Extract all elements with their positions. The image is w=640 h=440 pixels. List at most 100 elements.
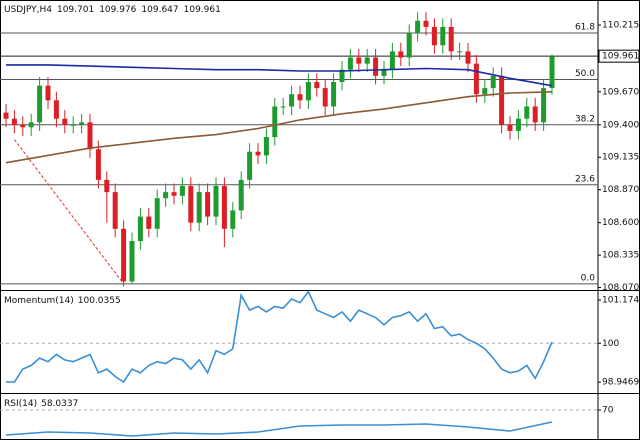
candle-body: [37, 85, 43, 123]
fib-label: 23.6: [575, 174, 595, 184]
candle-body: [305, 81, 311, 101]
candle-body: [373, 57, 379, 76]
trendline: [14, 139, 124, 285]
candle-body: [87, 122, 93, 150]
last-price-box: [598, 49, 640, 63]
candle-body: [515, 118, 521, 131]
candle-body: [11, 118, 17, 125]
candle-body: [532, 106, 538, 123]
y-tick-label: 109.400: [602, 120, 639, 130]
candle-body: [406, 33, 412, 58]
y-tick-label: 108.070: [602, 283, 639, 293]
candle-body: [457, 51, 463, 53]
y-tick-label: 100: [602, 339, 619, 349]
y-tick-label: 108.600: [602, 218, 639, 228]
candle-body: [121, 228, 127, 282]
candle-body: [541, 88, 547, 123]
indicator-line: [6, 64, 553, 87]
y-tick-label: 70: [602, 406, 614, 416]
candle-body: [205, 192, 211, 217]
candle-body: [482, 88, 488, 95]
candle-body: [289, 94, 295, 107]
candle-body: [255, 151, 261, 156]
y-tick-label: 109.670: [602, 87, 639, 97]
candle-body: [104, 179, 110, 193]
candle-body: [28, 122, 34, 128]
indicator-value: 100.0355: [78, 296, 121, 306]
y-tick-label: 108.870: [602, 185, 639, 195]
candle-body: [490, 75, 496, 89]
header-value: 109.701: [57, 5, 94, 15]
header: USDJPY,H4 109.701 109.976 109.647 109.961: [4, 5, 221, 15]
pane-title: Momentum(14) 100.0355: [4, 296, 121, 306]
candle-body: [171, 192, 177, 196]
candle-body: [247, 151, 253, 180]
candle-body: [95, 149, 101, 180]
candle-body: [112, 192, 118, 229]
candle-body: [322, 88, 328, 107]
pane-title: RSI(14) 58.0337: [4, 399, 78, 409]
candle-body: [473, 63, 479, 95]
candle-body: [507, 124, 513, 131]
candle-body: [297, 94, 303, 101]
candle-body: [549, 56, 555, 88]
candle-body: [347, 57, 353, 70]
candle-body: [314, 81, 320, 89]
candle-body: [70, 124, 76, 126]
candle-body: [381, 69, 387, 76]
candle-body: [137, 216, 143, 242]
candle-body: [331, 81, 337, 107]
indicator-name: RSI(14): [4, 399, 37, 409]
candle-body: [423, 20, 429, 27]
candle-body: [238, 179, 244, 211]
fib-label: 0.0: [581, 273, 596, 283]
candle-body: [389, 51, 395, 70]
candle-body: [280, 106, 286, 108]
candle-body: [62, 118, 68, 125]
candle-body: [356, 57, 362, 64]
candle-body: [230, 210, 236, 229]
header-value: 109.961: [184, 5, 221, 15]
candle-body: [263, 137, 269, 156]
header-value: 109.647: [141, 5, 178, 15]
last-price-label: 109.961: [602, 52, 639, 62]
candle-body: [20, 124, 26, 128]
fib-label: 50.0: [575, 69, 595, 79]
indicator-line: [5, 421, 553, 437]
indicator-line: [6, 290, 553, 384]
candle-body: [196, 192, 202, 223]
header-value: 109.976: [99, 5, 136, 15]
candle-body: [272, 106, 278, 138]
candle-body: [213, 185, 219, 217]
y-tick-label: 108.335: [602, 251, 639, 261]
candle-body: [398, 51, 404, 58]
indicator-value: 58.0337: [41, 399, 78, 409]
indicator-line: [5, 91, 553, 164]
candle-body: [3, 112, 9, 119]
candle-body: [146, 216, 152, 229]
fib-label: 38.2: [575, 114, 595, 124]
y-tick-label: 101.1746: [602, 295, 640, 305]
y-tick-label: 98.9469: [602, 378, 639, 388]
candle-body: [163, 192, 169, 199]
candle-body: [499, 75, 505, 125]
candle-body: [339, 69, 345, 82]
candle-body: [364, 57, 370, 64]
candle-body: [45, 85, 51, 101]
candle-body: [415, 20, 421, 34]
candle-body: [440, 26, 446, 46]
candle-body: [524, 106, 530, 119]
indicator-name: Momentum(14): [4, 296, 74, 306]
candle-body: [179, 185, 185, 196]
candle-body: [154, 198, 160, 229]
candle-body: [129, 241, 135, 282]
fib-label: 61.8: [575, 23, 595, 33]
candle-body: [465, 51, 471, 64]
candle-body: [431, 26, 437, 46]
header-symbol: USDJPY,H4: [4, 5, 52, 15]
candle-body: [188, 185, 194, 223]
candle-body: [448, 26, 454, 52]
y-tick-label: 110.215: [602, 21, 639, 31]
y-tick-label: 109.135: [602, 153, 639, 163]
